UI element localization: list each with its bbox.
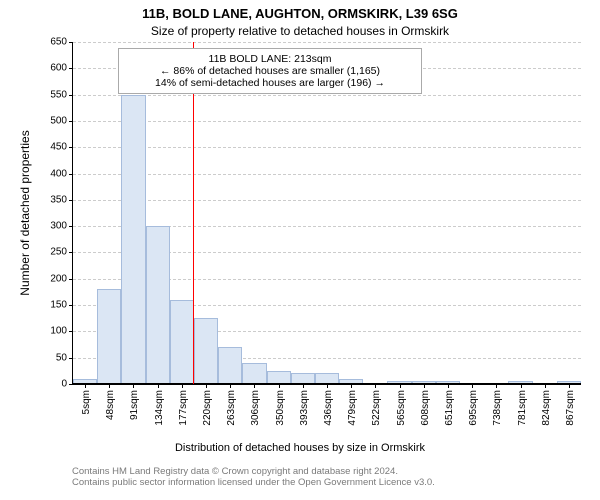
y-tick-label: 550 bbox=[50, 89, 73, 100]
histogram-bar bbox=[194, 318, 218, 384]
x-tick-mark bbox=[375, 384, 376, 388]
y-tick-label: 450 bbox=[50, 142, 73, 153]
x-tick-mark bbox=[279, 384, 280, 388]
x-tick-label: 5sqm bbox=[81, 390, 92, 414]
x-tick-label: 867sqm bbox=[565, 390, 576, 426]
footer-line-1: Contains public sector information licen… bbox=[72, 477, 435, 488]
annotation-box: 11B BOLD LANE: 213sqm ← 86% of detached … bbox=[118, 48, 422, 94]
x-tick-label: 824sqm bbox=[541, 390, 552, 426]
y-tick-label: 650 bbox=[50, 37, 73, 48]
histogram-bar bbox=[218, 347, 242, 384]
x-tick-label: 263sqm bbox=[226, 390, 237, 426]
y-gridline bbox=[73, 42, 581, 43]
x-tick-label: 134sqm bbox=[154, 390, 165, 426]
x-tick-mark bbox=[182, 384, 183, 388]
x-tick-label: 738sqm bbox=[492, 390, 503, 426]
histogram-bar bbox=[121, 95, 145, 384]
y-tick-label: 300 bbox=[50, 221, 73, 232]
y-tick-label: 50 bbox=[56, 352, 73, 363]
x-tick-mark bbox=[327, 384, 328, 388]
x-tick-mark bbox=[521, 384, 522, 388]
x-tick-label: 651sqm bbox=[444, 390, 455, 426]
histogram-bar bbox=[97, 289, 121, 384]
y-tick-label: 0 bbox=[61, 379, 73, 390]
x-tick-label: 306sqm bbox=[250, 390, 261, 426]
y-tick-label: 600 bbox=[50, 63, 73, 74]
y-gridline bbox=[73, 147, 581, 148]
x-tick-label: 522sqm bbox=[371, 390, 382, 426]
footer-line-0: Contains HM Land Registry data © Crown c… bbox=[72, 466, 435, 477]
x-tick-label: 781sqm bbox=[517, 390, 528, 426]
x-tick-mark bbox=[230, 384, 231, 388]
y-tick-label: 500 bbox=[50, 115, 73, 126]
annotation-line-0: 11B BOLD LANE: 213sqm bbox=[125, 53, 415, 65]
x-tick-mark bbox=[424, 384, 425, 388]
y-gridline bbox=[73, 121, 581, 122]
y-tick-label: 200 bbox=[50, 273, 73, 284]
footer-attribution: Contains HM Land Registry data © Crown c… bbox=[72, 466, 435, 489]
histogram-bar bbox=[170, 300, 194, 384]
x-tick-label: 48sqm bbox=[105, 390, 116, 420]
y-tick-label: 250 bbox=[50, 247, 73, 258]
x-tick-label: 436sqm bbox=[323, 390, 334, 426]
x-tick-mark bbox=[85, 384, 86, 388]
x-tick-mark bbox=[472, 384, 473, 388]
x-tick-label: 695sqm bbox=[468, 390, 479, 426]
y-gridline bbox=[73, 200, 581, 201]
y-tick-label: 100 bbox=[50, 326, 73, 337]
x-tick-label: 350sqm bbox=[275, 390, 286, 426]
x-tick-mark bbox=[254, 384, 255, 388]
y-tick-label: 400 bbox=[50, 168, 73, 179]
y-gridline bbox=[73, 95, 581, 96]
x-tick-mark bbox=[400, 384, 401, 388]
x-tick-mark bbox=[158, 384, 159, 388]
x-tick-mark bbox=[496, 384, 497, 388]
x-tick-mark bbox=[448, 384, 449, 388]
y-tick-label: 150 bbox=[50, 300, 73, 311]
x-tick-label: 177sqm bbox=[178, 390, 189, 426]
x-tick-mark bbox=[109, 384, 110, 388]
histogram-bar bbox=[146, 226, 170, 384]
annotation-line-1: ← 86% of detached houses are smaller (1,… bbox=[125, 65, 415, 77]
x-tick-label: 91sqm bbox=[129, 390, 140, 420]
x-tick-label: 220sqm bbox=[202, 390, 213, 426]
x-tick-mark bbox=[303, 384, 304, 388]
histogram-bar bbox=[242, 363, 266, 384]
x-tick-label: 479sqm bbox=[347, 390, 358, 426]
x-tick-mark bbox=[569, 384, 570, 388]
x-tick-label: 393sqm bbox=[299, 390, 310, 426]
y-gridline bbox=[73, 174, 581, 175]
y-tick-label: 350 bbox=[50, 194, 73, 205]
annotation-line-2: 14% of semi-detached houses are larger (… bbox=[125, 77, 415, 89]
x-axis-label: Distribution of detached houses by size … bbox=[0, 442, 600, 454]
chart-subtitle: Size of property relative to detached ho… bbox=[0, 24, 600, 38]
x-tick-label: 565sqm bbox=[396, 390, 407, 426]
x-tick-mark bbox=[133, 384, 134, 388]
x-tick-label: 608sqm bbox=[420, 390, 431, 426]
x-tick-mark bbox=[351, 384, 352, 388]
x-tick-mark bbox=[545, 384, 546, 388]
x-tick-mark bbox=[206, 384, 207, 388]
y-axis-label: Number of detached properties bbox=[18, 130, 32, 295]
chart-title: 11B, BOLD LANE, AUGHTON, ORMSKIRK, L39 6… bbox=[0, 6, 600, 21]
